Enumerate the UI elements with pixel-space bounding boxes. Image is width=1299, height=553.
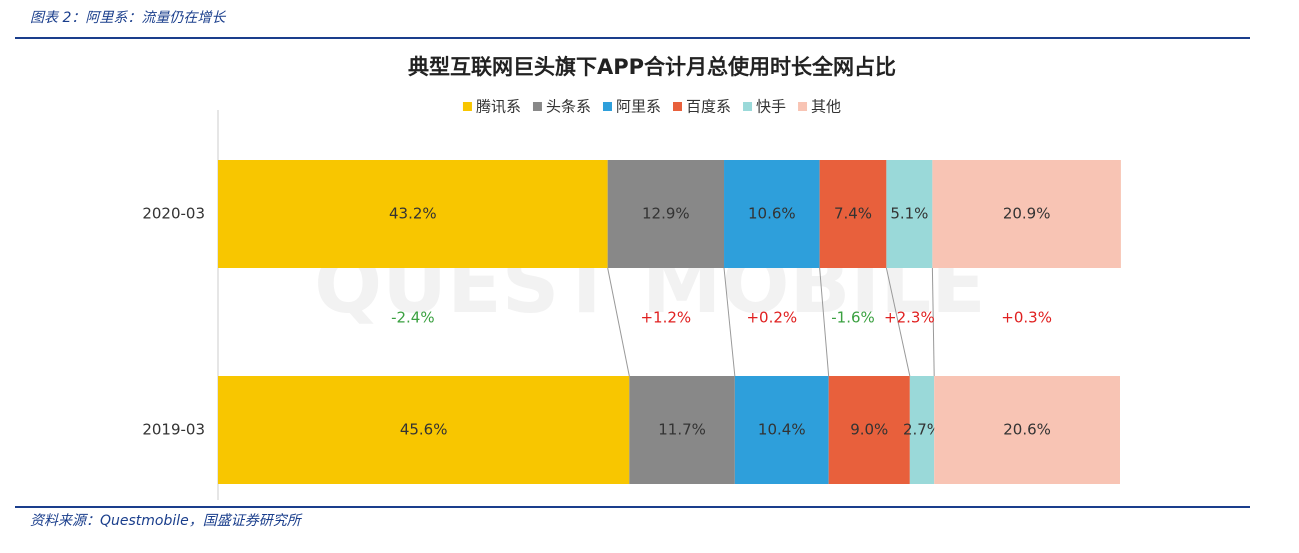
bar-segment <box>819 160 887 268</box>
change-label: -2.4% <box>391 309 435 327</box>
change-label: +1.2% <box>640 309 691 327</box>
legend-label: 腾讯系 <box>476 98 521 116</box>
connector <box>819 267 830 377</box>
bar-segment <box>734 376 829 484</box>
change-label: +2.3% <box>884 309 935 327</box>
header: 图表 2：阿里系：流量仍在增长 <box>30 10 226 26</box>
connector <box>885 267 911 377</box>
legend-label: 头条系 <box>546 98 591 116</box>
legend-swatch <box>673 102 682 111</box>
value-label: 20.9% <box>1003 205 1051 223</box>
chart-title: 典型互联网巨头旗下APP合计月总使用时长全网占比 <box>408 55 896 79</box>
bar-segment <box>607 160 725 268</box>
bar-segment <box>932 160 1121 268</box>
source: 资料来源：Questmobile，国盛证券研究所 <box>30 513 303 529</box>
bar-segment <box>886 160 933 268</box>
legend-label: 阿里系 <box>616 98 661 116</box>
value-label: 45.6% <box>400 421 448 439</box>
bar-segment <box>724 160 820 268</box>
legend-swatch <box>743 102 753 111</box>
value-label: 12.9% <box>642 205 690 223</box>
bar-segment <box>629 376 735 484</box>
legend-label: 其他 <box>811 98 841 116</box>
value-label: 2.7% <box>903 421 941 439</box>
connector <box>931 267 935 377</box>
change-label: +0.3% <box>1001 309 1052 327</box>
y-tick-label: 2020-03 <box>142 205 205 223</box>
value-label: 10.6% <box>748 205 796 223</box>
bar-segment <box>218 160 608 268</box>
change-label: -1.6% <box>831 309 875 327</box>
legend-swatch <box>602 102 612 111</box>
legend-swatch <box>462 102 472 111</box>
value-label: 7.4% <box>834 205 872 223</box>
value-label: 43.2% <box>389 205 437 223</box>
value-label: 9.0% <box>850 421 888 439</box>
bar-segment <box>828 376 910 484</box>
legend-label: 快手 <box>756 98 786 116</box>
value-label: 10.4% <box>758 421 806 439</box>
value-label: 5.1% <box>890 205 928 223</box>
change-label: +0.2% <box>746 309 797 327</box>
value-label: 20.6% <box>1003 421 1051 439</box>
value-label: 11.7% <box>658 421 706 439</box>
bar-segment <box>218 376 630 484</box>
connector <box>607 267 630 377</box>
connector <box>723 267 736 377</box>
legend-swatch <box>798 102 808 111</box>
y-tick-label: 2019-03 <box>142 421 205 439</box>
bar-segment <box>909 376 935 484</box>
legend-label: 百度系 <box>686 98 731 116</box>
legend-swatch <box>532 102 542 111</box>
bar-segment <box>934 376 1120 484</box>
